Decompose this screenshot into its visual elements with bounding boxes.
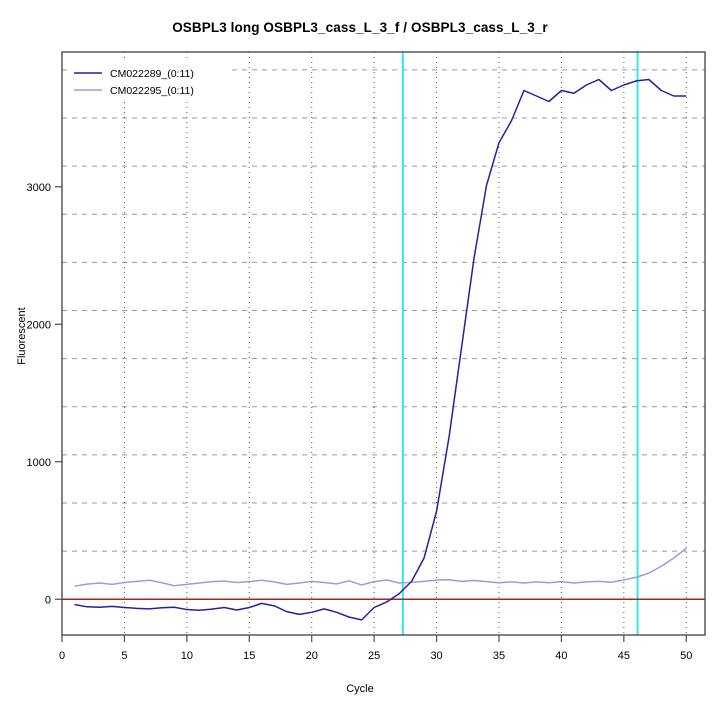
x-axis-tick-label: 30: [430, 650, 442, 662]
x-axis-tick-label: 35: [493, 650, 505, 662]
x-axis-tick-label: 25: [368, 650, 380, 662]
x-axis-tick-label: 50: [680, 650, 692, 662]
x-axis-tick-label: 45: [618, 650, 630, 662]
legend-label: CM022289_(0:11): [110, 68, 194, 80]
plot-background: [62, 52, 705, 635]
x-axis-label: Cycle: [346, 683, 374, 695]
y-axis-tick-label: 2000: [27, 319, 51, 331]
x-axis-tick-label: 10: [181, 650, 193, 662]
y-axis-tick-label: 1000: [27, 457, 51, 469]
x-axis-tick-label: 5: [121, 650, 127, 662]
x-axis-tick-label: 20: [306, 650, 318, 662]
data-series-line: [74, 78, 687, 621]
plot-border: [61, 51, 706, 636]
x-axis-tick-label: 40: [555, 650, 567, 662]
x-axis-tick-label: 15: [243, 650, 255, 662]
data-series-line: [74, 547, 687, 587]
x-axis-tick-label: 0: [59, 650, 65, 662]
y-axis-tick-label: 0: [45, 594, 51, 606]
chart-title: OSBPL3 long OSBPL3_cass_L_3_f / OSBPL3_c…: [172, 20, 548, 35]
legend-box: [70, 62, 228, 100]
legend-label: CM022295_(0:11): [110, 85, 194, 97]
y-axis-tick-label: 3000: [27, 182, 51, 194]
